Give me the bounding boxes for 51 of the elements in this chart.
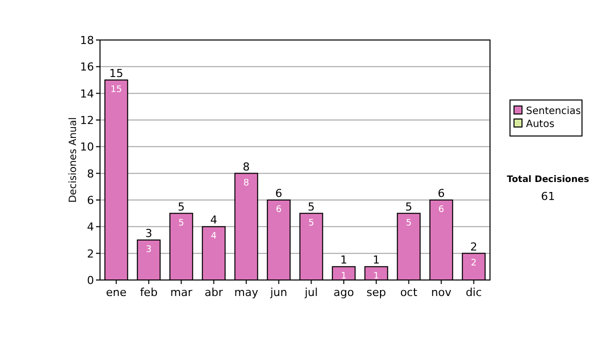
y-tick-label: 0 (87, 274, 94, 287)
total-label: 1 (340, 254, 348, 267)
x-tick-label: abr (204, 286, 224, 299)
x-tick-label: jul (304, 286, 318, 299)
y-axis-title: Decisiones Anual (68, 117, 79, 203)
data-label: 8 (243, 178, 250, 188)
text: 61 (541, 190, 555, 203)
y-tick-label: 8 (87, 167, 94, 180)
x-tick-label: dic (466, 286, 482, 299)
y-tick-label: 12 (80, 114, 94, 127)
y-tick-label: 10 (80, 140, 94, 154)
x-tick-label: ene (106, 286, 127, 299)
total-label: 5 (405, 200, 412, 214)
data-label: 3 (146, 245, 152, 255)
total-label: 15 (109, 67, 124, 80)
text: Total Decisiones (506, 175, 590, 185)
data-label: 6 (438, 205, 444, 215)
data-label: 1 (373, 272, 380, 282)
data-label: 15 (110, 85, 122, 95)
x-tick-label: may (234, 286, 259, 299)
x-tick-label: nov (431, 286, 452, 299)
y-tick-label: 4 (87, 220, 94, 234)
data-label: 4 (210, 232, 217, 242)
data-label: 5 (406, 218, 412, 228)
y-tick-label: 2 (87, 247, 94, 260)
total-label: 5 (178, 200, 185, 214)
data-label: 2 (470, 258, 477, 268)
total-label: 6 (275, 187, 282, 200)
y-tick-label: 18 (80, 34, 94, 47)
total-label: 4 (210, 214, 218, 227)
total-label: 5 (308, 200, 315, 214)
data-label: 1 (340, 272, 347, 282)
total-label: 1 (372, 254, 380, 267)
x-tick-label: oct (400, 286, 418, 299)
total-label: 8 (242, 160, 250, 174)
legend-label: Autos (526, 119, 554, 130)
total-label: 2 (470, 240, 478, 254)
y-tick-label: 6 (87, 194, 94, 207)
x-tick-label: mar (170, 286, 193, 299)
data-label: 5 (308, 218, 314, 228)
x-tick-label: ago (334, 286, 354, 299)
data-label: 6 (276, 205, 282, 215)
data-label: 5 (178, 218, 184, 228)
legend-label: Sentencias (526, 106, 581, 117)
total-label: 6 (438, 187, 445, 200)
x-tick-label: sep (366, 286, 386, 299)
y-tick-label: 16 (80, 60, 94, 74)
total-label: 3 (145, 227, 152, 240)
y-tick-label: 14 (80, 87, 94, 100)
x-tick-label: feb (140, 286, 158, 299)
x-tick-label: jun (269, 286, 288, 299)
